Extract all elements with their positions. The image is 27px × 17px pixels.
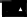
- Line: Additive C: Additive C: [0, 0, 27, 16]
- Line: Additive B: Additive B: [0, 0, 27, 15]
- Catalyst, No Additive: [10, 4, 11, 5]
- Additive C: [9, 5, 10, 6]
- Additive C: [3, 7, 4, 8]
- Legend: Catalyst, No Additive, CP-3®, Additive A, Additive B, Additive C: Catalyst, No Additive, CP-3®, Additive A…: [0, 0, 11, 2]
- Line: Additive A: Additive A: [0, 0, 27, 14]
